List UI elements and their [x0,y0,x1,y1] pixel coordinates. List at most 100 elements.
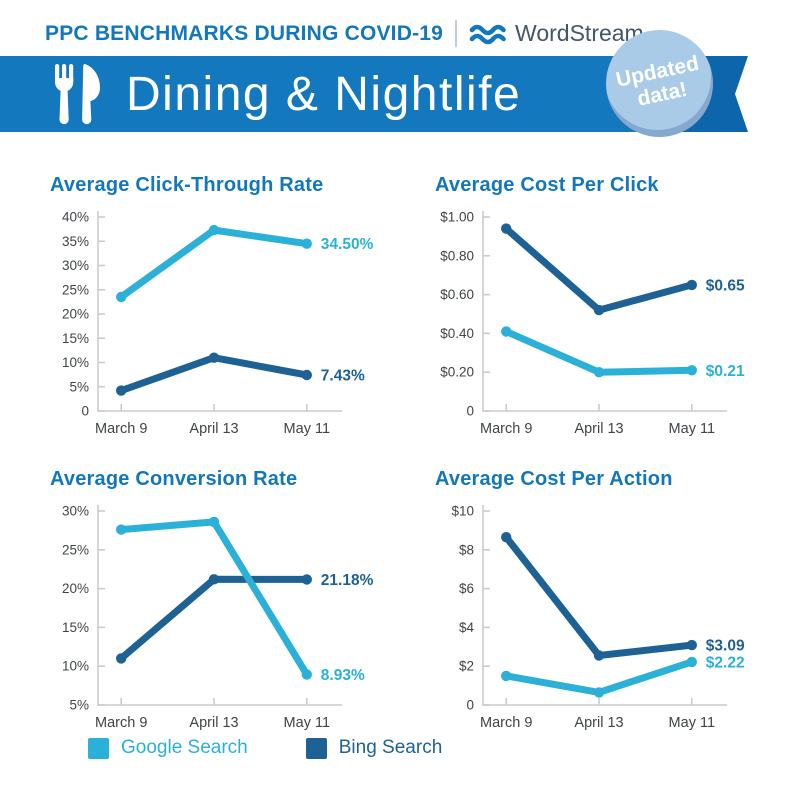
y-tick-label: $8 [459,542,474,557]
x-tick-label: March 9 [95,715,147,731]
series-line-bing-search [502,533,696,659]
y-tick-label: $10 [451,504,474,519]
y-tick-label: 20% [62,307,89,322]
x-tick-label: March 9 [480,421,532,437]
x-tick-label: May 11 [284,715,330,731]
data-point-bing-search [301,574,312,585]
data-point-bing-search [501,223,512,234]
y-tick-label: 5% [69,698,89,713]
end-value-label-google-search: 8.93% [321,667,365,684]
y-tick-label: $0.20 [440,365,474,380]
data-point-bing-search [593,650,605,661]
x-tick-label: April 13 [189,715,238,731]
y-tick-label: $4 [459,620,475,635]
y-tick-label: $1.00 [440,210,474,225]
data-point-google-search [593,687,605,698]
y-tick-label: $0.80 [440,248,474,263]
updated-data-badge: Updated data! [606,30,713,137]
header-divider [455,20,458,47]
series-line-google-search [117,518,311,678]
legend-item-bing-search: Bing Search [305,737,443,759]
data-point-google-search [301,238,312,249]
y-tick-label: 10% [62,355,89,370]
chart-average-cost-per-action: Average Cost Per Action $10 $8 $6 $4 $2 0 Marc… [429,454,803,748]
data-point-bing-search [116,653,127,664]
series-line-google-search [502,328,696,376]
y-tick-label: $6 [459,581,474,596]
data-point-google-search [686,656,697,668]
y-tick-label: 0 [81,404,89,419]
chart-title: Average Cost Per Click [435,174,659,196]
data-point-bing-search [208,352,220,363]
chart-canvas-cpc: $1.00 $0.80 $0.60 $0.40 $0.20 0 March 9 April 1… [429,203,803,453]
data-point-google-search [116,524,127,535]
y-tick-label: 40% [62,210,89,225]
chart-average-cost-per-click: Average Cost Per Click $1.00 $0.80 $0.60 $0… [429,160,803,454]
legend: Google Search Bing Search [88,737,442,759]
end-value-label-bing-search: $3.09 [706,638,745,655]
line-chart: 40% 35% 30% 25% 20% 15% 10% 5% 0 March 9 April 13 M… [62,210,374,438]
chart-title: Average Cost Per Action [435,468,673,490]
y-tick-label: $2 [459,659,474,674]
x-tick-label: March 9 [95,421,147,437]
legend-label: Bing Search [338,737,443,758]
data-point-google-search [208,224,220,236]
data-point-bing-search [686,639,697,651]
y-tick-label: 15% [62,620,89,635]
data-point-google-search [501,326,512,337]
header: PPC BENCHMARKS DURING COVID-19 WordStrea… [45,20,644,47]
data-point-google-search [301,669,312,680]
series-line-bing-search [117,575,311,662]
charts-grid: Average Click-Through Rate 40% 35% 30% 25% 2… [44,160,803,748]
y-tick-label: 35% [62,234,89,249]
series-line-bing-search [502,225,696,314]
kicker-title: PPC BENCHMARKS DURING COVID-19 [45,21,444,45]
y-tick-label: 5% [69,379,89,394]
data-point-bing-search [116,385,127,396]
line-chart: $1.00 $0.80 $0.60 $0.40 $0.20 0 March 9 April 1… [440,210,745,438]
category-banner: Dining & Nightlife [0,56,700,132]
end-value-label-google-search: $2.22 [706,654,745,671]
y-tick-label: 20% [62,581,89,596]
google-search-swatch [88,737,109,759]
data-point-google-search [501,670,512,682]
wordstream-logo: WordStream [469,20,644,47]
data-point-google-search [208,516,220,528]
bing-search-swatch [305,737,327,759]
end-value-label-bing-search: $0.65 [706,277,745,294]
y-tick-label: $0.40 [440,326,474,341]
fork-knife-icon [55,64,100,125]
x-tick-label: May 11 [669,715,715,731]
y-tick-label: 25% [62,542,89,557]
legend-label: Google Search [121,737,248,758]
y-tick-label: 25% [62,282,89,297]
chart-canvas-cpa: $10 $8 $6 $4 $2 0 March 9 April 13 May 11 $3.09 $2… [429,497,803,747]
data-point-google-search [116,291,127,303]
x-tick-label: May 11 [669,421,715,437]
x-tick-label: May 11 [284,421,330,437]
chart-average-conversion-rate: Average Conversion Rate 30% 25% 20% 15% 10% 5… [44,454,429,748]
data-point-bing-search [686,279,697,291]
x-tick-label: March 9 [480,715,532,731]
x-tick-label: April 13 [574,421,623,437]
badge-text: Updated data! [613,52,706,115]
chart-canvas-cvr: 30% 25% 20% 15% 10% 5% March 9 April 13 May 11 21… [44,497,429,747]
data-point-bing-search [301,369,312,381]
y-tick-label: 10% [62,659,89,674]
chart-average-click-through-rate: Average Click-Through Rate 40% 35% 30% 25% 2… [44,160,429,454]
chart-canvas-ctr: 40% 35% 30% 25% 20% 15% 10% 5% 0 March 9 April 13 M… [44,203,429,453]
data-point-bing-search [208,574,220,585]
legend-item-google-search: Google Search [88,737,248,759]
data-point-google-search [686,365,697,376]
wordstream-waves-icon [469,22,507,46]
x-tick-label: April 13 [574,715,623,731]
y-tick-label: 30% [62,504,89,519]
y-tick-label: 0 [466,698,474,713]
data-point-bing-search [501,532,512,543]
y-tick-label: 0 [466,404,474,419]
brand-name: WordStream [515,20,644,46]
y-tick-label: 30% [62,258,89,273]
end-value-label-bing-search: 7.43% [321,368,365,385]
y-tick-label: $0.60 [440,287,474,302]
line-chart: 30% 25% 20% 15% 10% 5% March 9 April 13 May 11 21… [62,504,374,732]
